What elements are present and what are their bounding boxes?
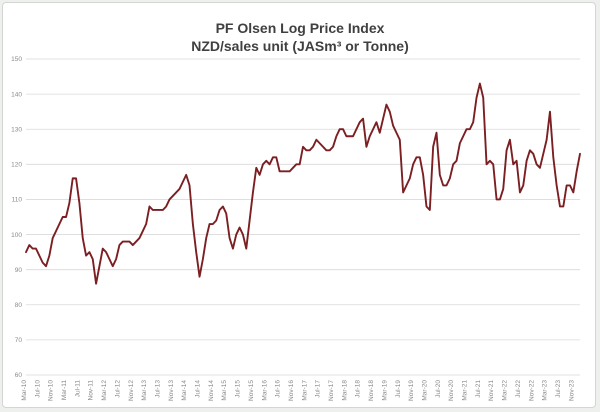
x-tick-label: Jul-22	[515, 380, 522, 398]
chart-title: PF Olsen Log Price Index	[215, 20, 385, 36]
series-layer	[25, 82, 581, 285]
x-tick-label: Jul-14	[195, 380, 202, 398]
x-tick-label: Jul-21	[475, 380, 482, 398]
x-tick-label: Nov-23	[568, 380, 575, 401]
series-line-log-price-index	[25, 82, 581, 285]
x-tick-label: Mar-21	[462, 380, 469, 401]
x-tick-label: Jul-16	[275, 380, 282, 398]
x-axis-ticks: Mar-10 Jul-10 Nov-10 Mar-11 Jul-11 Nov-11 Mar-…	[21, 380, 575, 401]
x-tick-label: Jul-17	[315, 380, 322, 398]
y-tick-label: 130	[11, 126, 22, 133]
y-tick-label: 150	[11, 56, 22, 63]
x-tick-label: Nov-18	[368, 380, 375, 401]
x-tick-label: Jul-15	[235, 380, 242, 398]
x-tick-label: Mar-13	[141, 380, 148, 401]
y-tick-label: 60	[15, 372, 23, 379]
x-tick-label: Nov-12	[128, 380, 135, 401]
y-tick-label: 90	[15, 267, 23, 274]
gridlines	[26, 58, 580, 376]
x-tick-label: Mar-23	[542, 380, 549, 401]
x-tick-label: Nov-11	[88, 380, 95, 401]
x-tick-label: Nov-17	[328, 380, 335, 401]
y-tick-label: 140	[11, 91, 22, 98]
x-tick-label: Nov-22	[528, 380, 535, 401]
y-tick-label: 110	[12, 197, 23, 204]
x-tick-label: Nov-21	[488, 380, 495, 401]
x-tick-label: Mar-20	[421, 380, 428, 401]
x-tick-label: Mar-17	[301, 380, 308, 401]
x-tick-label: Nov-15	[248, 380, 255, 401]
x-tick-label: Nov-13	[168, 380, 175, 401]
x-tick-label: Mar-18	[341, 380, 348, 401]
x-tick-label: Jul-20	[435, 380, 442, 398]
x-tick-label: Mar-14	[181, 380, 188, 401]
chart-subtitle: NZD/sales unit (JASm³ or Tonne)	[191, 38, 409, 54]
x-tick-label: Mar-12	[101, 380, 108, 401]
x-tick-label: Mar-16	[261, 380, 268, 401]
x-tick-label: Nov-16	[288, 380, 295, 401]
x-tick-label: Jul-13	[154, 380, 161, 398]
x-tick-label: Nov-14	[208, 380, 215, 401]
y-axis-ticks: 60 70 80 90 100 110 120 130 140 150	[11, 56, 22, 379]
x-tick-label: Jul-23	[555, 380, 562, 398]
chart-frame	[2, 2, 596, 408]
x-tick-label: Mar-10	[21, 380, 28, 401]
y-tick-label: 70	[15, 337, 23, 344]
x-tick-label: Nov-20	[448, 380, 455, 401]
x-tick-label: Mar-19	[381, 380, 388, 401]
x-tick-label: Nov-19	[408, 380, 415, 401]
x-tick-label: Mar-22	[502, 380, 509, 401]
x-tick-label: Jul-12	[114, 380, 121, 398]
x-tick-label: Jul-18	[355, 380, 362, 398]
y-tick-label: 100	[11, 232, 22, 239]
x-tick-label: Jul-11	[74, 380, 81, 398]
x-tick-label: Jul-19	[395, 380, 402, 398]
x-tick-label: Nov-10	[48, 380, 55, 401]
y-tick-label: 80	[15, 302, 23, 309]
x-tick-label: Mar-11	[61, 380, 68, 400]
y-tick-label: 120	[11, 162, 22, 169]
x-tick-label: Mar-15	[221, 380, 228, 401]
x-tick-label: Jul-10	[34, 380, 41, 398]
